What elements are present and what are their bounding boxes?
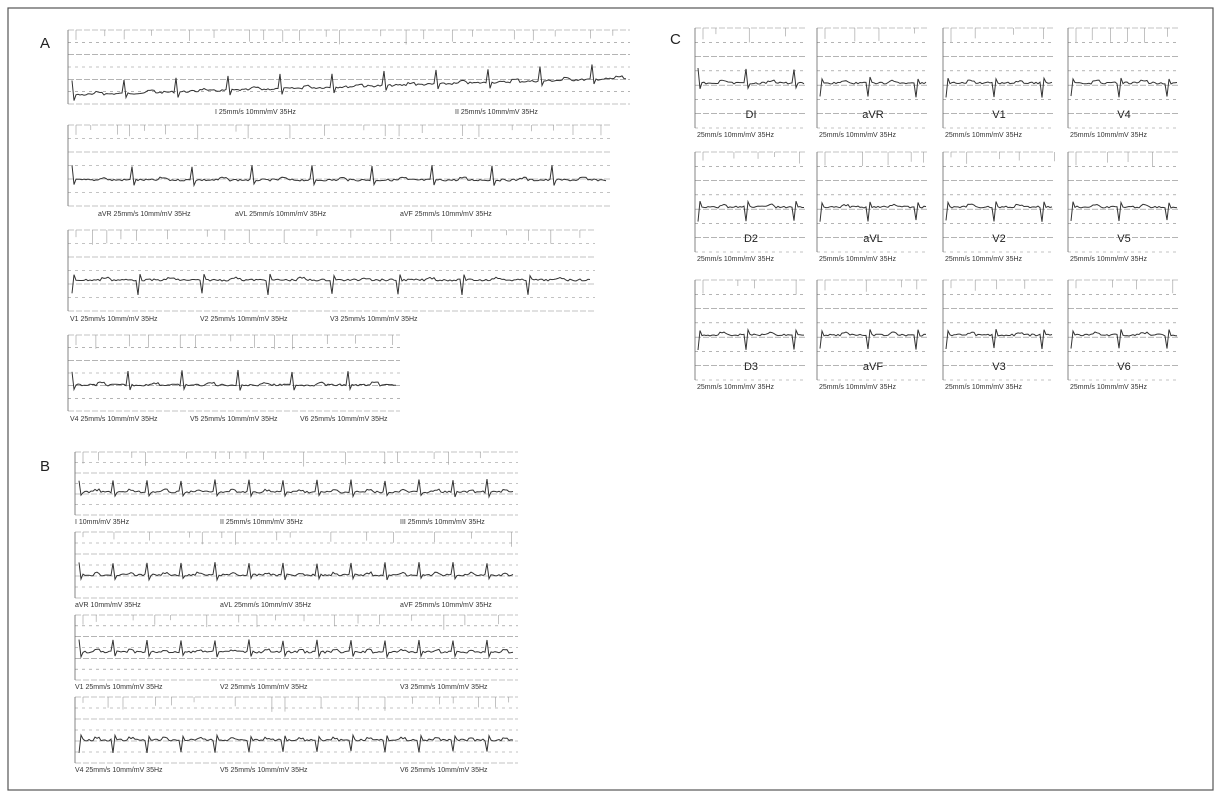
lead-footer: 25mm/s 10mm/mV 35Hz xyxy=(1070,384,1148,391)
lead-footer: 25mm/s 10mm/mV 35Hz xyxy=(697,132,775,139)
strip-footer: V3 25mm/s 10mm/mV 35Hz xyxy=(330,316,418,323)
lead-footer: 25mm/s 10mm/mV 35Hz xyxy=(819,256,897,263)
lead-label: D3 xyxy=(744,361,758,373)
lead-label: V4 xyxy=(1117,109,1130,121)
strip-footer: V3 25mm/s 10mm/mV 35Hz xyxy=(400,684,488,691)
strip-footer: V5 25mm/s 10mm/mV 35Hz xyxy=(220,767,308,774)
lead-label: aVL xyxy=(863,233,883,245)
panel-label: B xyxy=(40,458,50,475)
strip-footer: aVF 25mm/s 10mm/mV 35Hz xyxy=(400,211,492,218)
strip-footer: V1 25mm/s 10mm/mV 35Hz xyxy=(70,316,158,323)
lead-label: D2 xyxy=(744,233,758,245)
lead-footer: 25mm/s 10mm/mV 35Hz xyxy=(945,384,1023,391)
lead-label: DI xyxy=(746,109,757,121)
lead-footer: 25mm/s 10mm/mV 35Hz xyxy=(1070,256,1148,263)
lead-label: V3 xyxy=(992,361,1005,373)
figure-border xyxy=(8,8,1213,790)
strip-footer: aVL 25mm/s 10mm/mV 35Hz xyxy=(220,602,312,609)
strip-footer: II 25mm/s 10mm/mV 35Hz xyxy=(455,109,538,116)
lead-label: V2 xyxy=(992,233,1005,245)
panel-label: A xyxy=(40,35,50,52)
lead-label: aVR xyxy=(862,109,883,121)
strip-footer: V6 25mm/s 10mm/mV 35Hz xyxy=(400,767,488,774)
lead-label: V1 xyxy=(992,109,1005,121)
strip-footer: V2 25mm/s 10mm/mV 35Hz xyxy=(220,684,308,691)
lead-label: V5 xyxy=(1117,233,1130,245)
lead-footer: 25mm/s 10mm/mV 35Hz xyxy=(697,384,775,391)
strip-footer: I 10mm/mV 35Hz xyxy=(75,519,130,526)
strip-footer: V6 25mm/s 10mm/mV 35Hz xyxy=(300,416,388,423)
lead-footer: 25mm/s 10mm/mV 35Hz xyxy=(945,132,1023,139)
strip-footer: V1 25mm/s 10mm/mV 35Hz xyxy=(75,684,163,691)
lead-label: aVF xyxy=(863,361,883,373)
panel-label: C xyxy=(670,31,681,48)
lead-footer: 25mm/s 10mm/mV 35Hz xyxy=(819,384,897,391)
strip-footer: V5 25mm/s 10mm/mV 35Hz xyxy=(190,416,278,423)
lead-footer: 25mm/s 10mm/mV 35Hz xyxy=(697,256,775,263)
lead-footer: 25mm/s 10mm/mV 35Hz xyxy=(1070,132,1148,139)
figure: A I 25mm/s 10mm/mV 35Hz II 25mm/s 10mm/mV … xyxy=(0,0,1221,799)
strip-footer: V4 25mm/s 10mm/mV 35Hz xyxy=(70,416,158,423)
strip-footer: I 25mm/s 10mm/mV 35Hz xyxy=(215,109,296,116)
strip-footer: II 25mm/s 10mm/mV 35Hz xyxy=(220,519,303,526)
strip-footer: III 25mm/s 10mm/mV 35Hz xyxy=(400,519,485,526)
strip-footer: aVL 25mm/s 10mm/mV 35Hz xyxy=(235,211,327,218)
lead-footer: 25mm/s 10mm/mV 35Hz xyxy=(945,256,1023,263)
strip-footer: aVR 25mm/s 10mm/mV 35Hz xyxy=(98,211,191,218)
strip-footer: V2 25mm/s 10mm/mV 35Hz xyxy=(200,316,288,323)
strip-footer: aVR 10mm/mV 35Hz xyxy=(75,602,141,609)
lead-label: V6 xyxy=(1117,361,1130,373)
lead-footer: 25mm/s 10mm/mV 35Hz xyxy=(819,132,897,139)
strip-footer: aVF 25mm/s 10mm/mV 35Hz xyxy=(400,602,492,609)
strip-footer: V4 25mm/s 10mm/mV 35Hz xyxy=(75,767,163,774)
